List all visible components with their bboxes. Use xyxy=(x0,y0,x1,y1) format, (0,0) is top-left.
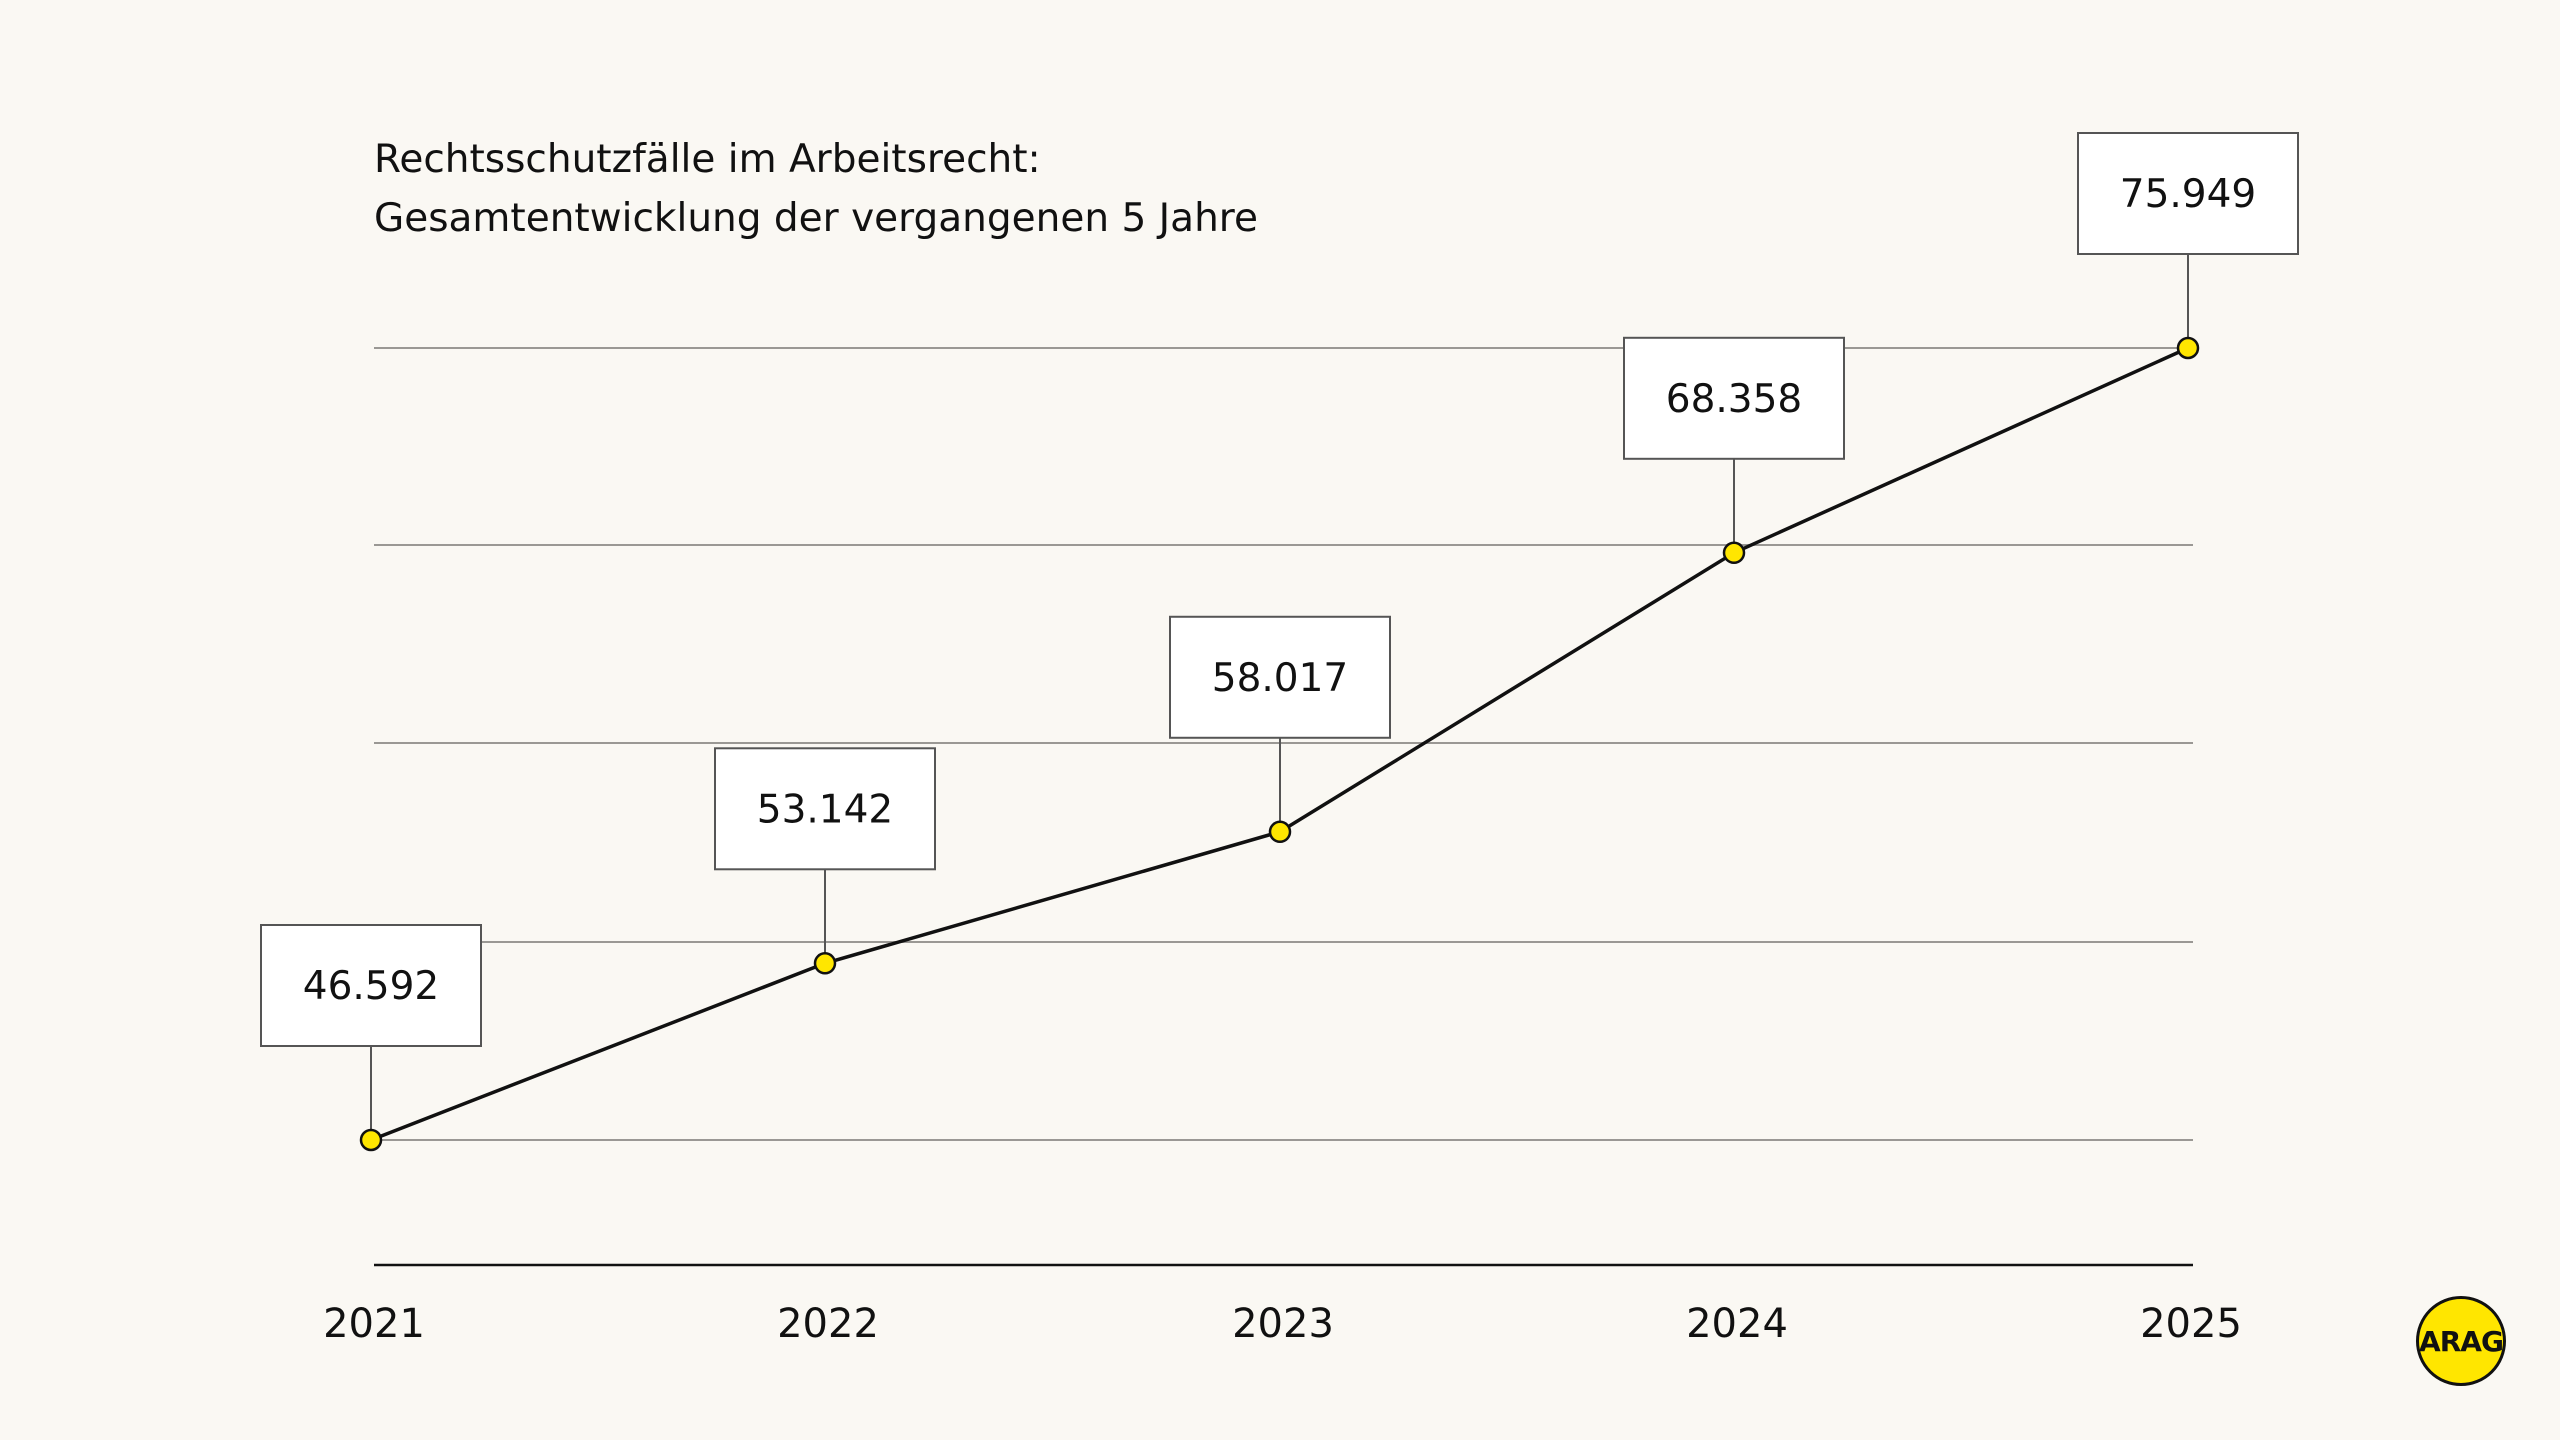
chart-title: Rechtsschutzfälle im Arbeitsrecht: Gesam… xyxy=(374,130,1258,248)
x-tick-label: 2021 xyxy=(323,1301,425,1347)
data-label: 53.142 xyxy=(757,787,893,832)
x-tick-label: 2025 xyxy=(2140,1301,2242,1347)
data-point xyxy=(2176,336,2200,360)
data-label-box xyxy=(1169,615,1391,739)
data-label: 58.017 xyxy=(1212,656,1348,701)
x-tick-label: 2024 xyxy=(1686,1301,1788,1347)
data-label-box xyxy=(714,747,936,871)
data-label: 75.949 xyxy=(2120,172,2256,217)
data-point xyxy=(813,952,837,975)
x-tick-label: 2022 xyxy=(777,1301,879,1347)
data-label-box xyxy=(1623,336,1845,460)
x-tick-label: 2023 xyxy=(1232,1301,1334,1347)
data-point xyxy=(359,1128,383,1152)
data-label-box xyxy=(2077,132,2299,255)
data-point xyxy=(1268,820,1292,844)
data-label: 46.592 xyxy=(303,964,439,1009)
arag-logo: ARAG xyxy=(2416,1296,2506,1386)
data-label-box xyxy=(260,924,482,1047)
subtitle-line: Gesamtentwicklung der vergangenen 5 Jahr… xyxy=(374,196,1258,241)
data-point xyxy=(1722,541,1746,565)
title-line: Rechtsschutzfälle im Arbeitsrecht: xyxy=(374,137,1041,182)
logo-text: ARAG xyxy=(2419,1324,2504,1358)
data-label: 68.358 xyxy=(1666,377,1802,422)
